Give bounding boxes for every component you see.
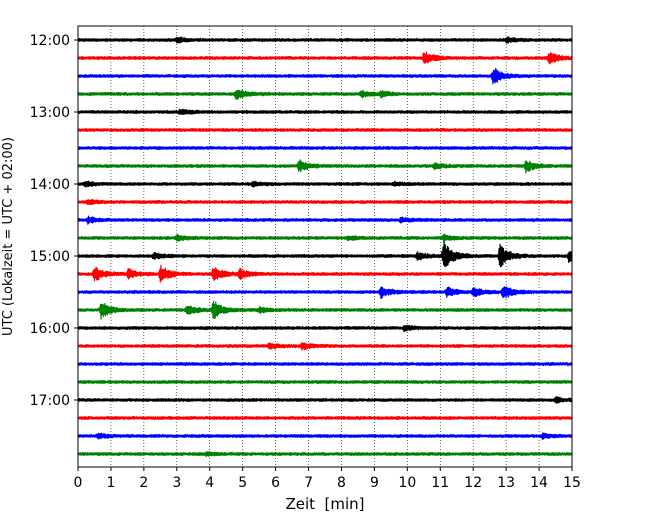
- x-tick-label: 8: [337, 475, 346, 491]
- trace-line: [77, 68, 573, 85]
- x-tick-label: 15: [563, 475, 581, 491]
- x-tick-label: 10: [398, 475, 416, 491]
- x-tick-label: 5: [238, 475, 247, 491]
- y-tick-label: 16:00: [30, 321, 70, 337]
- x-axis-label: Zeit [min]: [285, 495, 364, 513]
- trace-line: [77, 233, 573, 243]
- y-tick-label: 12:00: [30, 33, 70, 49]
- trace-line: [77, 180, 573, 188]
- x-tick-label: 0: [74, 475, 83, 491]
- x-tick-label: 14: [530, 475, 548, 491]
- trace-line: [77, 145, 573, 151]
- x-tick-label: 6: [271, 475, 280, 491]
- y-tick-label: 14:00: [30, 177, 70, 193]
- trace-line: [77, 396, 573, 404]
- y-axis-ticks: 12:00 13:00 14:00 15:00 16:00 17:00: [30, 33, 78, 409]
- traces-layer: [77, 36, 573, 457]
- y-tick-label: 15:00: [30, 249, 70, 265]
- x-tick-label: 3: [172, 475, 181, 491]
- trace-line: [77, 324, 573, 333]
- x-tick-label: 11: [431, 475, 449, 491]
- trace-line: [77, 199, 573, 206]
- trace-line: [77, 241, 573, 268]
- trace-line: [77, 215, 573, 225]
- trace-line: [77, 361, 573, 367]
- x-tick-label: 9: [370, 475, 379, 491]
- trace-line: [77, 108, 573, 116]
- y-tick-label: 17:00: [30, 393, 70, 409]
- x-tick-label: 13: [497, 475, 515, 491]
- trace-line: [77, 159, 573, 174]
- trace-line: [77, 127, 573, 133]
- y-tick-label: 13:00: [30, 105, 70, 121]
- x-tick-label: 4: [205, 475, 214, 491]
- plot-frame: [77, 25, 573, 468]
- trace-line: [77, 36, 573, 44]
- x-tick-label: 7: [304, 475, 313, 491]
- y-axis-label: UTC (Lokalzeit = UTC + 02:00): [1, 137, 16, 336]
- trace-line: [77, 89, 573, 100]
- trace-line: [77, 264, 573, 283]
- trace-line: [77, 451, 573, 457]
- trace-line: [77, 286, 573, 300]
- x-tick-label: 2: [139, 475, 148, 491]
- x-axis-ticks: 0 1 2 3 4 5 6 7 8 9 10 11 12 13 14 15: [74, 467, 581, 491]
- x-tick-label: 1: [106, 475, 115, 491]
- trace-line: [77, 300, 573, 320]
- trace-line: [77, 51, 573, 65]
- trace-line: [77, 415, 573, 421]
- trace-line: [77, 342, 573, 351]
- x-tick-label: 12: [464, 475, 482, 491]
- trace-line: [77, 379, 573, 385]
- trace-line: [77, 432, 573, 440]
